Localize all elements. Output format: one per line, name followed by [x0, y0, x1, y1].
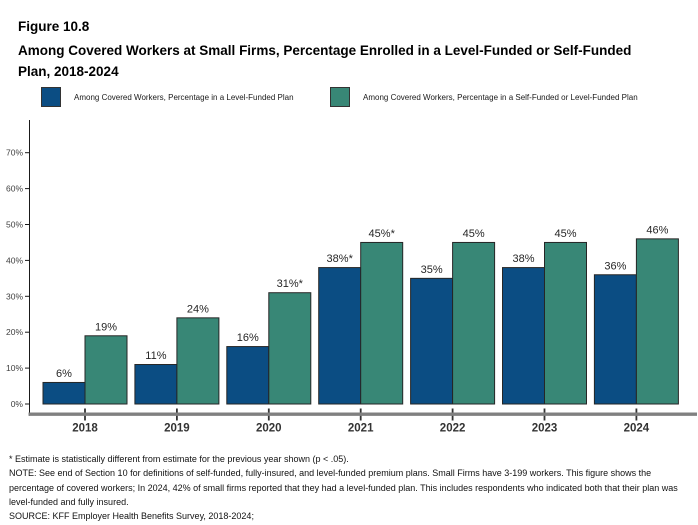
y-tick-label: 30% — [6, 291, 23, 301]
bar-value-label: 45% — [463, 228, 485, 240]
bar-level-2022 — [410, 277, 454, 405]
x-tick-label: 2024 — [624, 423, 650, 435]
bar-level-2021 — [318, 267, 362, 405]
bar-self-or-level-2018 — [84, 335, 128, 405]
bar-chart: 0% 10% 20% 30% 40% 50% 60% 70% 6% 19% 2018 11% 24% 20… — [6, 120, 697, 435]
y-tick-label: 60% — [6, 184, 23, 194]
bar-value-label: 31%* — [277, 278, 304, 290]
bar-value-label: 11% — [145, 350, 166, 362]
bar-self-or-level-2023 — [544, 241, 587, 405]
title-block: Figure 10.8 Among Covered Workers at Sma… — [18, 17, 638, 82]
footnote-source: SOURCE: KFF Employer Health Benefits Sur… — [9, 511, 254, 522]
y-tick-label: 20% — [6, 327, 23, 337]
x-tick-label: 2021 — [348, 423, 374, 435]
bar-value-label: 19% — [95, 321, 117, 333]
bar-level-2024 — [593, 274, 637, 405]
bar-value-label: 45%* — [369, 228, 396, 240]
y-tick-label: 50% — [6, 220, 23, 230]
bar-value-label: 45% — [554, 228, 576, 240]
bar-self-or-level-2021 — [360, 241, 404, 405]
footnote-note: NOTE: See end of Section 10 for definiti… — [9, 468, 678, 507]
legend-swatch-level-funded — [41, 87, 61, 107]
y-tick-label: 0% — [11, 399, 24, 409]
y-tick-label: 70% — [6, 148, 23, 158]
figure-number: Figure 10.8 — [18, 19, 90, 34]
bar-self-or-level-2020 — [268, 292, 312, 405]
bar-value-label: 35% — [421, 264, 443, 276]
x-tick-label: 2019 — [164, 423, 190, 435]
bar-level-2018 — [42, 381, 86, 405]
legend-label: Among Covered Workers, Percentage in a S… — [363, 92, 638, 102]
bar-value-label: 6% — [56, 368, 72, 380]
bar-self-or-level-2022 — [452, 241, 496, 405]
x-tick-label: 2020 — [256, 423, 282, 435]
bar-value-label: 38% — [512, 253, 534, 265]
bar-value-label: 38%* — [327, 253, 354, 265]
legend-swatch-self-or-level-funded — [330, 87, 350, 107]
bar-value-label: 24% — [187, 303, 209, 315]
figure-title: Among Covered Workers at Small Firms, Pe… — [18, 43, 632, 79]
legend-item-self-or-level-funded: Among Covered Workers, Percentage in a S… — [330, 86, 638, 108]
y-tick-label: 40% — [6, 255, 23, 265]
footnote-asterisk: * Estimate is statistically different fr… — [9, 454, 349, 464]
y-tick-label: 10% — [6, 363, 23, 373]
bar-value-label: 16% — [237, 332, 259, 344]
bar-self-or-level-2019 — [176, 317, 220, 405]
bar-level-2019 — [134, 364, 178, 405]
bar-level-2020 — [226, 346, 270, 405]
bar-level-2023 — [502, 267, 545, 405]
x-tick-label: 2023 — [532, 423, 558, 435]
bar-self-or-level-2024 — [635, 238, 679, 405]
bar-value-label: 46% — [646, 224, 668, 236]
legend-item-level-funded: Among Covered Workers, Percentage in a L… — [41, 86, 294, 108]
footnotes: * Estimate is statistically different fr… — [9, 452, 691, 523]
chart-legend: Among Covered Workers, Percentage in a L… — [0, 86, 698, 108]
x-tick-label: 2018 — [72, 423, 98, 435]
legend-label: Among Covered Workers, Percentage in a L… — [74, 92, 294, 102]
bar-value-label: 36% — [604, 260, 626, 272]
x-tick-label: 2022 — [440, 423, 466, 435]
